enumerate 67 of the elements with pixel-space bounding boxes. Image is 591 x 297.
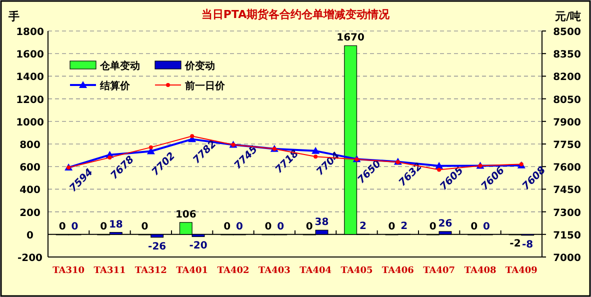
data-label: 0 — [470, 221, 478, 232]
data-label: 26 — [438, 218, 452, 230]
data-label: -26 — [148, 241, 166, 252]
data-label: -2 — [510, 238, 521, 250]
y-tick-label: 400 — [20, 185, 40, 196]
y2-tick-label: 7900 — [553, 117, 581, 128]
y-axis-title: 手 — [8, 10, 20, 23]
data-label: 0 — [306, 221, 313, 232]
x-tick-label: TA311 — [94, 266, 126, 276]
data-label: 0 — [58, 221, 66, 232]
y2-tick-label: 8050 — [553, 94, 581, 106]
data-label: 0 — [482, 221, 490, 232]
data-label: 38 — [314, 217, 329, 228]
x-tick-label: TA407 — [423, 266, 456, 276]
data-label: 0 — [100, 221, 108, 232]
y-tick-label: 800 — [20, 140, 40, 151]
data-label: 0 — [224, 221, 231, 232]
data-label: 106 — [175, 209, 196, 220]
data-label: 0 — [71, 221, 78, 232]
y-tick-label: 200 — [20, 208, 40, 219]
x-tick-label: TA409 — [505, 266, 538, 276]
x-tick-label: TA405 — [340, 266, 373, 276]
x-tick-label: TA310 — [52, 266, 85, 276]
x-tick-label: TA404 — [300, 266, 332, 276]
y2-tick-label: 7450 — [553, 185, 581, 196]
y-tick-label: 1400 — [16, 72, 44, 84]
data-label: -8 — [522, 239, 534, 250]
x-tick-label: TA402 — [217, 266, 250, 276]
y-tick-label: 1000 — [16, 117, 44, 128]
legend-label: 价变动 — [184, 60, 215, 72]
y2-tick-label: 8500 — [553, 27, 581, 38]
data-label: 0 — [277, 221, 284, 232]
y-tick-label: 600 — [20, 162, 40, 174]
point — [190, 134, 194, 138]
legend-label: 仓单变动 — [99, 60, 140, 72]
y2-tick-label: 7000 — [553, 253, 581, 264]
x-tick-label: TA408 — [464, 266, 496, 276]
x-tick-label: TA312 — [134, 266, 167, 276]
y2-axis-title: 元/吨 — [554, 10, 582, 23]
y2-tick-label: 7750 — [553, 140, 581, 151]
y-tick-label: -200 — [17, 253, 43, 264]
data-label: 0 — [429, 221, 436, 232]
data-label: 0 — [264, 221, 272, 232]
data-label: 0 — [141, 221, 148, 232]
chart-title: 当日PTA期货各合约仓单增减变动情况 — [201, 8, 391, 21]
y2-tick-label: 7300 — [553, 208, 581, 219]
data-label: 2 — [359, 221, 366, 232]
y-tick-label: 1800 — [16, 27, 44, 38]
data-label: 1670 — [336, 32, 365, 44]
data-label: 2 — [400, 221, 408, 232]
x-tick-label: TA403 — [258, 266, 290, 276]
legend-label: 前一日价 — [184, 80, 226, 92]
y2-tick-label: 8350 — [553, 50, 581, 61]
point — [148, 145, 153, 150]
y2-tick-label: 7150 — [553, 230, 581, 242]
y2-tick-label: 8200 — [553, 72, 581, 84]
data-label: 18 — [108, 219, 123, 230]
data-label: 0 — [388, 221, 396, 232]
y-tick-label: 0 — [26, 230, 34, 242]
y-tick-label: 1600 — [16, 50, 44, 61]
legend-label: 结算价 — [99, 80, 131, 92]
x-tick-label: TA406 — [382, 266, 414, 276]
y-tick-label: 1200 — [16, 94, 44, 106]
x-tick-label: TA401 — [176, 266, 208, 276]
data-label: -20 — [189, 240, 208, 252]
y2-tick-label: 7600 — [553, 162, 581, 174]
data-label: 0 — [236, 221, 243, 232]
